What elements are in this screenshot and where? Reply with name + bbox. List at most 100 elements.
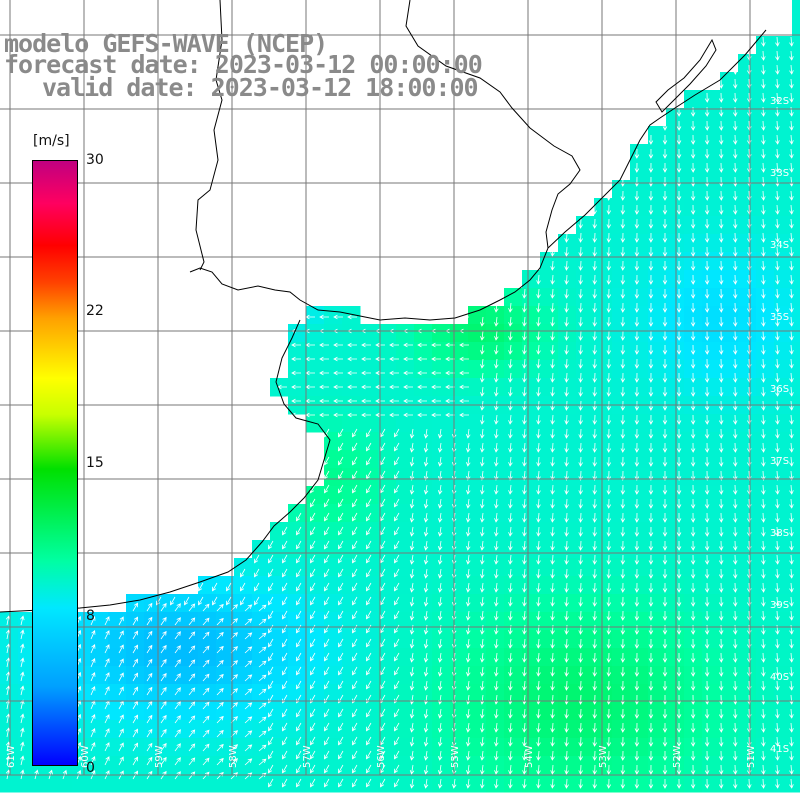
wind-speed-cell [18, 666, 37, 685]
wind-arrow [620, 246, 626, 257]
wind-arrow [578, 652, 583, 663]
wind-arrow [132, 616, 138, 626]
wind-arrow [104, 672, 110, 682]
wind-arrow [20, 657, 25, 668]
wind-arrow [366, 736, 372, 746]
wind-arrow [789, 148, 794, 159]
wind-arrow [508, 456, 513, 467]
wind-arrow [578, 442, 583, 453]
wind-speed-cell [360, 630, 379, 649]
wind-speed-cell [270, 594, 289, 613]
wind-arrow [352, 652, 358, 662]
wind-arrow [648, 414, 654, 425]
wind-speed-cell [144, 684, 163, 703]
wind-speed-cell [738, 756, 757, 775]
wind-arrow [620, 288, 626, 299]
wind-speed-cell [792, 270, 800, 289]
wind-arrow [310, 554, 316, 564]
wind-arrow [480, 638, 485, 649]
wind-speed-cell [540, 648, 559, 667]
wind-arrow [437, 736, 443, 747]
wind-speed-cell [216, 648, 235, 667]
wind-arrow [403, 398, 413, 404]
wind-speed-cell [702, 702, 721, 721]
map-title: modelo GEFS-WAVE (NCEP) [4, 29, 328, 58]
wind-speed-cell [774, 36, 793, 55]
wind-speed-cell [468, 342, 487, 361]
wind-arrow [437, 540, 443, 551]
wind-arrow [409, 484, 415, 495]
wind-arrow [775, 456, 780, 467]
wind-speed-cell [666, 234, 685, 253]
wind-arrow [775, 414, 780, 425]
wind-arrow [508, 778, 513, 789]
wind-arrow [90, 644, 96, 654]
wind-speed-cell [504, 468, 523, 487]
wind-arrow [132, 756, 138, 766]
wind-speed-cell [324, 414, 343, 433]
wind-arrow [550, 638, 555, 649]
wind-arrow [606, 736, 612, 747]
wind-arrow [352, 722, 358, 732]
wind-arrow [522, 694, 527, 705]
wind-speed-cell [342, 702, 361, 721]
wind-speed-cell [558, 306, 577, 325]
wind-speed-cell [288, 558, 307, 577]
wind-arrow [508, 736, 513, 747]
wind-speed-cell [198, 738, 217, 757]
wind-speed-cell [432, 324, 451, 343]
wind-arrow [310, 736, 316, 746]
latitude-label: 39S [770, 600, 789, 611]
wind-arrow [451, 778, 457, 789]
wind-arrow [536, 428, 541, 439]
wind-arrow [564, 386, 569, 397]
wind-arrow [606, 218, 612, 229]
wind-arrow [747, 442, 752, 453]
wind-speed-cell [378, 450, 397, 469]
wind-arrow [775, 442, 780, 453]
wind-speed-cell [486, 378, 505, 397]
wind-arrow [620, 456, 626, 467]
wind-arrow [494, 638, 499, 649]
wind-arrow [662, 778, 668, 789]
wind-speed-cell [396, 324, 415, 343]
wind-arrow [732, 694, 738, 705]
wind-arrow [146, 672, 153, 682]
wind-speed-cell [630, 774, 649, 793]
wind-arrow [775, 260, 780, 271]
wind-arrow [423, 512, 429, 523]
wind-arrow [146, 658, 153, 668]
wind-speed-cell [594, 720, 613, 739]
wind-speed-cell [0, 612, 19, 631]
wind-speed-cell [18, 720, 37, 739]
wind-speed-cell [0, 666, 19, 685]
wind-speed-cell [612, 306, 631, 325]
wind-arrow [606, 232, 612, 243]
wind-speed-cell [360, 522, 379, 541]
wind-arrow [761, 414, 766, 425]
wind-arrow [536, 624, 541, 635]
wind-speed-cell [774, 288, 793, 307]
wind-speed-cell [630, 684, 649, 703]
wind-arrow [620, 302, 626, 313]
wind-arrow [324, 750, 330, 760]
wind-arrow [459, 384, 469, 390]
wind-speed-cell [522, 414, 541, 433]
wind-arrow [522, 358, 527, 369]
wind-arrow [775, 246, 780, 257]
wind-speed-cell [288, 738, 307, 757]
wind-speed-cell [756, 144, 775, 163]
wind-arrow [394, 778, 400, 788]
wind-speed-cell [414, 702, 433, 721]
wind-arrow [704, 134, 710, 145]
wind-arrow [508, 498, 513, 509]
wind-speed-cell [666, 612, 685, 631]
wind-speed-cell [594, 630, 613, 649]
wind-speed-cell [288, 360, 307, 379]
wind-speed-cell [630, 198, 649, 217]
wind-arrow [118, 714, 124, 724]
wind-arrow [394, 526, 400, 536]
wind-arrow [160, 728, 167, 738]
wind-arrow [747, 666, 752, 677]
wind-arrow [216, 729, 224, 738]
